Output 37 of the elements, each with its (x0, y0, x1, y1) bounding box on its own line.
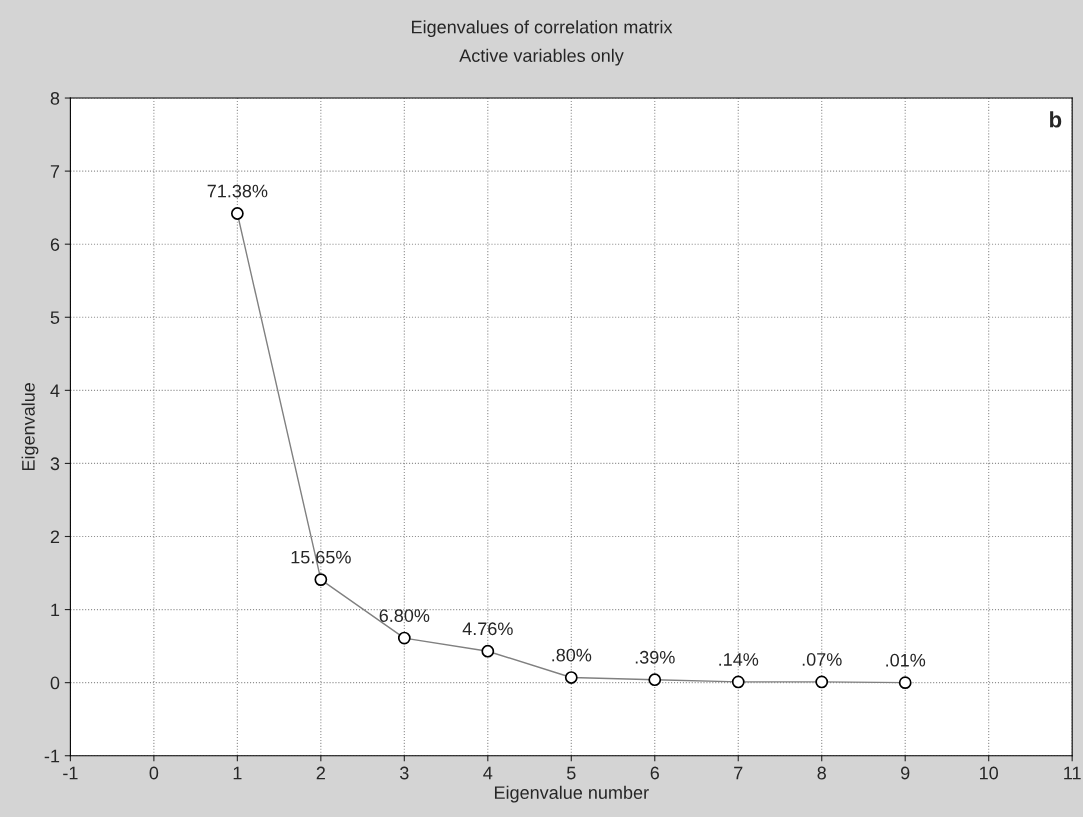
y-tick-label: 1 (51, 603, 60, 617)
x-tick-label: -1 (63, 766, 78, 780)
x-tick-label: 11 (1064, 766, 1081, 780)
y-tick-label: -1 (44, 749, 60, 763)
x-tick-label: 7 (734, 766, 743, 780)
annotation: .07% (802, 653, 842, 666)
y-tick-label: 4 (50, 384, 60, 397)
annotation: .39% (635, 650, 675, 664)
y-tick-label: 5 (50, 311, 60, 324)
annotation: 71.38% (207, 184, 268, 198)
x-tick-label: 8 (817, 766, 826, 780)
annotation: .01% (886, 653, 926, 667)
annotation: 15.65% (291, 550, 351, 564)
y-tick-label: 0 (50, 676, 60, 690)
x-axis-title: Eigenvalue number (494, 785, 649, 803)
x-tick-label: 1 (233, 766, 242, 780)
y-tick-label: 8 (50, 91, 60, 105)
chart-title: Eigenvalues of correlation matrix (412, 20, 673, 38)
x-tick-label: 6 (650, 766, 659, 780)
annotation: 6.80% (379, 609, 430, 622)
y-tick-label: 7 (50, 165, 60, 178)
x-tick-label: 2 (316, 766, 325, 780)
annotation: b (1050, 111, 1062, 128)
x-tick-label: 0 (149, 766, 159, 780)
y-tick-label: 2 (50, 530, 60, 544)
annotation: .80% (552, 648, 592, 662)
annotation: .14% (719, 653, 759, 666)
y-axis-title: Eigenvalue (21, 383, 39, 471)
annotation: 4.76% (462, 622, 513, 636)
x-tick-label: 10 (980, 766, 999, 780)
x-tick-label: 3 (399, 766, 409, 780)
x-tick-label: 5 (566, 766, 576, 780)
x-tick-label: 4 (483, 766, 493, 780)
x-tick-label: 9 (901, 766, 910, 780)
y-tick-label: 6 (50, 238, 60, 251)
chart-subtitle: Active variables only (459, 48, 624, 66)
y-tick-label: 3 (50, 457, 60, 471)
